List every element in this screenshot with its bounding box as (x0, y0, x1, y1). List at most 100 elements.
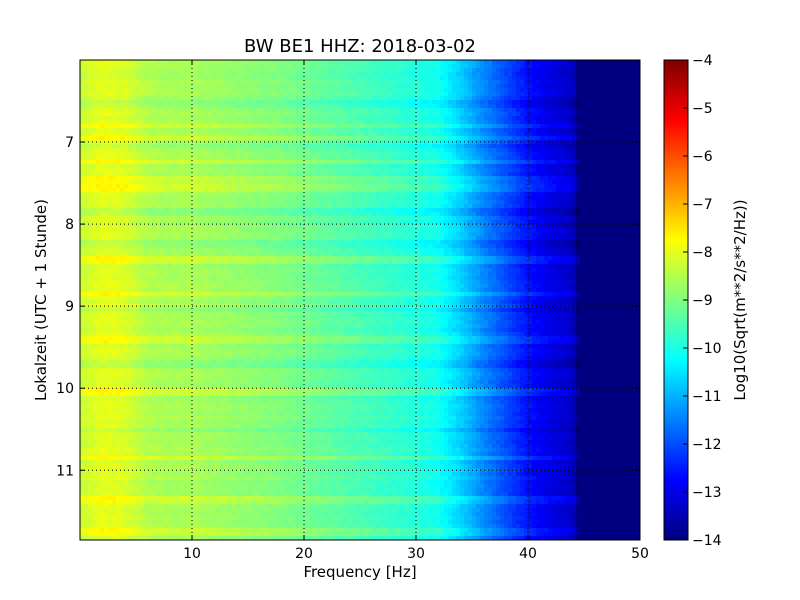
heat-cell (144, 104, 149, 109)
heat-cell (548, 92, 553, 97)
heat-cell (376, 84, 381, 89)
heat-cell (632, 160, 637, 165)
heat-cell (432, 140, 437, 145)
heat-cell (104, 172, 109, 177)
heat-cell (156, 180, 161, 185)
heat-cell (264, 160, 269, 165)
heat-cell (472, 132, 477, 137)
heat-cell (480, 80, 485, 85)
heat-cell (196, 64, 201, 69)
heat-cell (160, 184, 165, 189)
heat-cell (392, 156, 397, 161)
heat-cell (152, 156, 157, 161)
heat-cell (108, 80, 113, 85)
heat-cell (224, 192, 229, 197)
heat-cell (200, 112, 205, 117)
heat-cell (296, 76, 301, 81)
heat-cell (508, 184, 513, 189)
heat-cell (340, 128, 345, 133)
heat-cell (420, 176, 425, 181)
heat-cell (232, 144, 237, 149)
heat-cell (132, 160, 137, 165)
heat-cell (236, 172, 241, 177)
heat-cell (620, 116, 625, 121)
heat-cell (364, 112, 369, 117)
heat-cell (104, 124, 109, 129)
heat-cell (360, 112, 365, 117)
heat-cell (172, 80, 177, 85)
heat-cell (488, 128, 493, 133)
heat-cell (516, 76, 521, 81)
heat-cell (240, 124, 245, 129)
heat-cell (560, 140, 565, 145)
heat-cell (272, 72, 277, 77)
heat-cell (364, 132, 369, 137)
heat-cell (608, 156, 613, 161)
heat-cell (284, 168, 289, 173)
heat-cell (80, 136, 85, 141)
heat-cell (588, 64, 593, 69)
heat-cell (148, 164, 153, 169)
heat-cell (220, 96, 225, 101)
heat-cell (364, 144, 369, 149)
heat-cell (632, 96, 637, 101)
heat-cell (488, 160, 493, 165)
heat-cell (284, 184, 289, 189)
heat-cell (596, 108, 601, 113)
heat-cell (292, 128, 297, 133)
heat-cell (352, 96, 357, 101)
heat-cell (532, 144, 537, 149)
heat-cell (512, 160, 517, 165)
heat-cell (444, 116, 449, 121)
heat-cell (248, 84, 253, 89)
heat-cell (192, 160, 197, 165)
heat-cell (84, 192, 89, 197)
heat-cell (484, 76, 489, 81)
heat-cell (88, 132, 93, 137)
heat-cell (300, 84, 305, 89)
heat-cell (412, 164, 417, 169)
heat-cell (144, 164, 149, 169)
heat-cell (612, 164, 617, 169)
heat-cell (508, 104, 513, 109)
heat-cell (464, 80, 469, 85)
heat-cell (228, 144, 233, 149)
heat-cell (244, 168, 249, 173)
heat-cell (104, 156, 109, 161)
heat-cell (320, 116, 325, 121)
heat-cell (520, 156, 525, 161)
heat-cell (544, 132, 549, 137)
heat-cell (84, 112, 89, 117)
heat-cell (100, 92, 105, 97)
heat-cell (192, 168, 197, 173)
heat-cell (252, 156, 257, 161)
heat-cell (244, 136, 249, 141)
heat-cell (580, 80, 585, 85)
heat-cell (572, 64, 577, 69)
heat-cell (212, 168, 217, 173)
heat-cell (112, 152, 117, 157)
heat-cell (196, 168, 201, 173)
heat-cell (444, 64, 449, 69)
heat-cell (104, 140, 109, 145)
heat-cell (580, 68, 585, 73)
heat-cell (152, 196, 157, 201)
heat-cell (412, 192, 417, 197)
heat-cell (100, 88, 105, 93)
heat-cell (480, 92, 485, 97)
heat-cell (216, 196, 221, 201)
heat-cell (364, 200, 369, 205)
heat-cell (456, 164, 461, 169)
heat-cell (388, 92, 393, 97)
heat-cell (240, 116, 245, 121)
heat-cell (108, 144, 113, 149)
heat-cell (344, 60, 349, 65)
heat-cell (508, 92, 513, 97)
heat-cell (240, 172, 245, 177)
heat-cell (288, 84, 293, 89)
heat-cell (376, 200, 381, 205)
heat-cell (264, 60, 269, 65)
heat-cell (508, 64, 513, 69)
heat-cell (240, 132, 245, 137)
heat-cell (304, 164, 309, 169)
